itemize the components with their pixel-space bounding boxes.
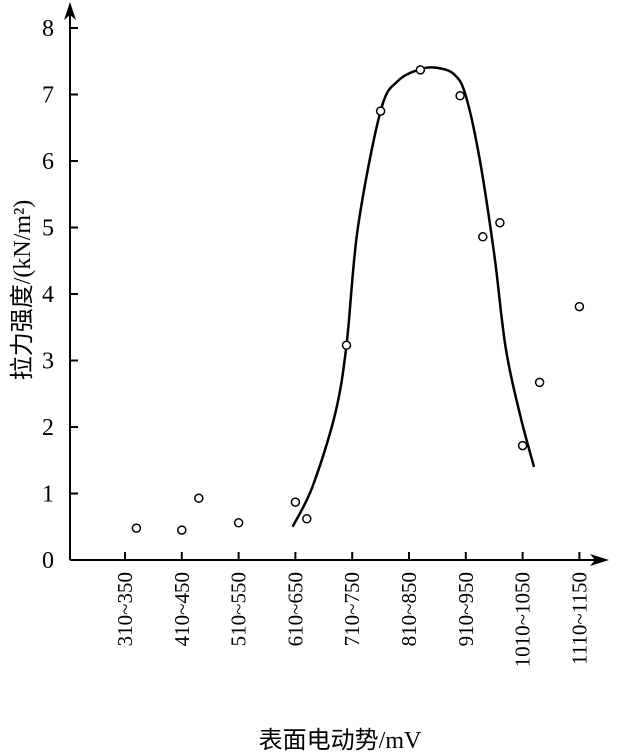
x-tick-label: 610~650 [283, 572, 307, 646]
x-tick-label: 410~450 [170, 572, 194, 646]
y-tick-label: 7 [42, 83, 54, 109]
data-point [233, 518, 244, 528]
y-tick-label: 0 [42, 548, 54, 574]
data-point [574, 301, 585, 312]
x-tick-label: 810~850 [397, 572, 421, 646]
data-point [131, 523, 142, 533]
y-tick-label: 1 [42, 482, 54, 508]
data-points [131, 65, 585, 535]
y-tick-label: 2 [42, 415, 54, 441]
data-point [302, 514, 312, 524]
x-tick-label: 1010~1050 [511, 572, 535, 667]
data-point [341, 340, 352, 350]
data-point [415, 65, 426, 75]
x-axis-title: 表面电动势/mV [259, 727, 422, 754]
y-tick-label: 3 [42, 349, 54, 375]
y-tick-label: 8 [42, 16, 54, 42]
data-point [534, 377, 545, 388]
x-tick-label: 710~750 [340, 572, 364, 646]
data-point [290, 497, 301, 507]
fitted-curve [291, 66, 536, 528]
y-tick-label: 5 [42, 216, 54, 242]
data-point [177, 525, 187, 535]
data-point [495, 218, 505, 228]
x-tick-label: 1210~1250 [624, 572, 626, 667]
data-point [517, 440, 528, 451]
x-tick-label: 910~950 [454, 572, 478, 646]
x-tick-label: 310~350 [113, 572, 137, 646]
x-axis-arrow [590, 554, 609, 566]
y-axis-arrow [64, 2, 76, 20]
axes [64, 2, 609, 566]
data-point [455, 91, 465, 101]
y-ticks: 0 1 2 3 4 5 6 7 8 [42, 16, 78, 574]
data-point [194, 493, 204, 503]
x-tick-label: 1110~1150 [567, 572, 591, 665]
data-point [478, 232, 488, 242]
y-tick-label: 6 [42, 149, 54, 175]
x-ticks: 310~350 410~450 510~550 610~650 710~750 810~8… [113, 552, 626, 667]
y-axis-title: 拉力强度/(kN/m²) [9, 200, 36, 381]
data-point [375, 106, 386, 116]
y-tick-label: 4 [42, 282, 54, 308]
x-tick-label: 510~550 [227, 572, 251, 646]
